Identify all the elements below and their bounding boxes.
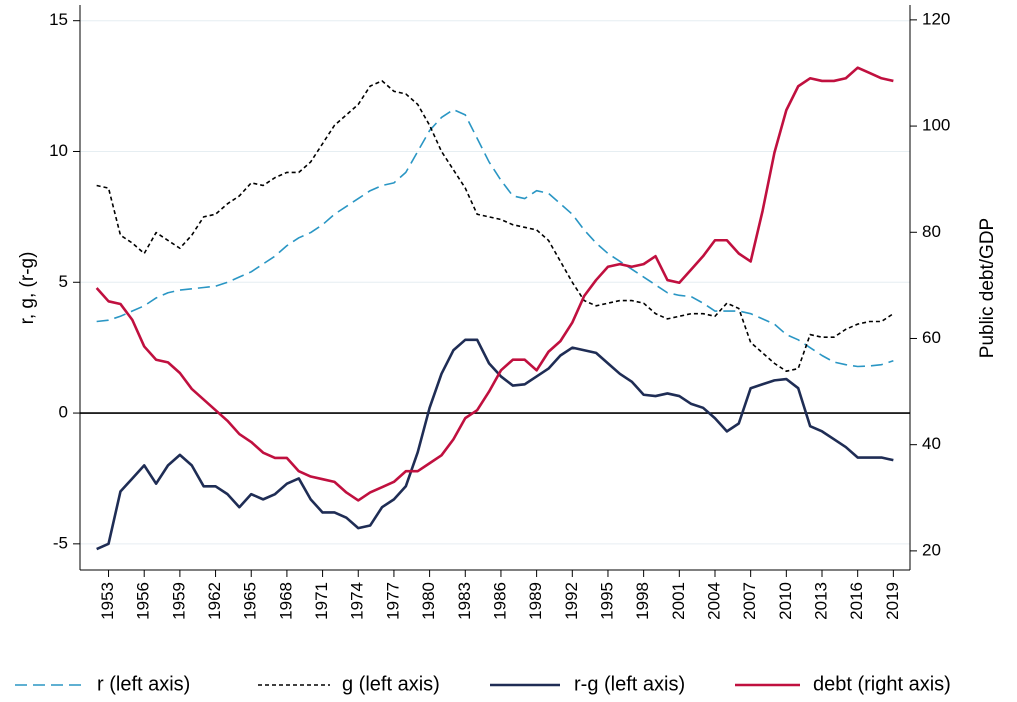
legend-label: r (left axis): [97, 673, 190, 695]
x-tick-label: 2013: [811, 582, 830, 620]
x-tick-label: 2016: [847, 582, 866, 620]
x-tick-label: 2010: [776, 582, 795, 620]
x-tick-label: 2004: [704, 582, 723, 620]
y-axis-title: r, g, (r-g): [17, 252, 38, 325]
y2-tick-label: 40: [922, 434, 941, 453]
y-tick-label: 5: [59, 272, 68, 291]
x-tick-label: 2007: [740, 582, 759, 620]
line-series: [96, 108, 894, 368]
y2-tick-label: 80: [922, 222, 941, 241]
y-tick-label: 0: [59, 403, 68, 422]
x-tick-label: 1977: [383, 582, 402, 620]
x-tick-label: 1956: [134, 582, 153, 620]
y2-tick-label: 20: [922, 540, 941, 559]
x-tick-label: 1971: [312, 582, 331, 620]
legend-label: debt (right axis): [813, 673, 951, 695]
line-series: [96, 338, 894, 551]
x-tick-label: 1998: [633, 582, 652, 620]
x-tick-label: 1965: [241, 582, 260, 620]
line-series: [95, 66, 894, 502]
x-tick-label: 1986: [490, 582, 509, 620]
x-tick-label: 1983: [455, 582, 474, 620]
y-tick-label: -5: [53, 533, 68, 552]
x-tick-label: 1995: [597, 582, 616, 620]
x-tick-label: 1962: [205, 582, 224, 620]
x-tick-label: 2019: [883, 582, 902, 620]
legend-label: g (left axis): [342, 673, 440, 695]
y2-tick-label: 100: [922, 116, 950, 135]
y2-axis-title: Public debt/GDP: [977, 218, 998, 358]
y-tick-label: 10: [49, 141, 68, 160]
y2-tick-label: 120: [922, 9, 950, 28]
x-tick-label: 1968: [276, 582, 295, 620]
legend-label: r-g (left axis): [574, 673, 685, 695]
y-tick-label: 15: [49, 10, 68, 29]
x-tick-label: 1992: [562, 582, 581, 620]
x-tick-label: 1980: [419, 582, 438, 620]
x-tick-label: 1953: [98, 582, 117, 620]
x-tick-label: 1974: [348, 582, 367, 620]
line-series: [96, 80, 894, 373]
x-tick-label: 1959: [169, 582, 188, 620]
y2-tick-label: 60: [922, 328, 941, 347]
x-tick-label: 2001: [669, 582, 688, 620]
x-tick-label: 1989: [526, 582, 545, 620]
